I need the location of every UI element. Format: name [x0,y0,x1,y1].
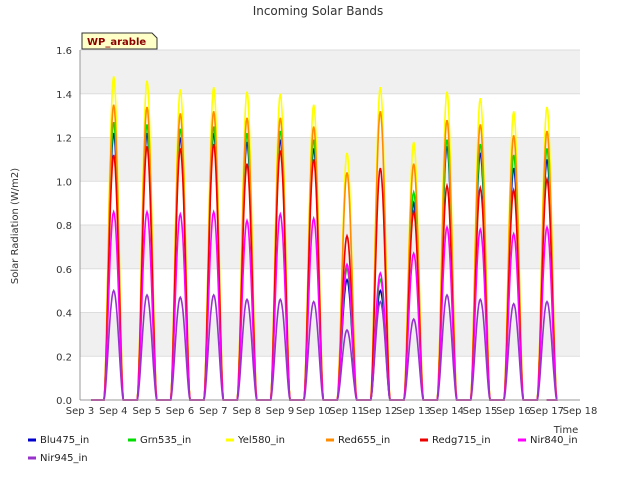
x-tick-label: Sep 17 [529,406,564,417]
site-label-box: WP_arable [81,32,158,50]
x-tick-label: Sep 4 [99,406,127,417]
legend-label: Grn535_in [140,435,191,446]
y-tick-label: 0.2 [56,352,72,363]
y-tick-label: 0.4 [56,309,72,320]
y-axis-label: Solar Radiation (W/m2) [10,168,21,284]
grid-band [80,225,580,269]
grid-lines [80,49,580,401]
legend-label: Blu475_in [40,435,89,446]
x-tick-label: Sep 8 [232,406,260,417]
x-axis-label: Time [553,425,578,436]
legend-label: Nir840_in [530,435,578,446]
legend: Blu475_in Grn535_in Yel580_in Red655_in Redg… [28,435,578,464]
legend-label: Yel580_in [237,435,285,446]
y-tick-label: 1.6 [56,46,72,57]
axes [79,50,580,401]
x-tick-label: Sep 15 [463,406,498,417]
y-tick-label: 0.8 [56,221,72,232]
y-tick-label: 1.2 [56,134,72,145]
legend-label: Redg715_in [432,435,491,446]
x-tick-label: Sep 14 [429,406,464,417]
x-tick-label: Sep 12 [363,406,398,417]
y-tick-label: 0.0 [56,396,72,407]
x-tick-label: Sep 6 [166,406,194,417]
legend-label: Nir945_in [40,453,88,464]
x-tick-label: Sep 16 [496,406,531,417]
legend-label: Red655_in [338,435,390,446]
grid-band [80,137,580,182]
grid-band [80,312,580,357]
y-tick-label: 1.0 [56,177,72,188]
site-label: WP_arable [87,37,146,48]
x-tick-labels: Sep 3 Sep 4 Sep 5 Sep 6 Sep 7 Sep 8 Sep 9 Sep 1… [66,406,598,417]
y-tick-labels: 0.0 0.2 0.4 0.6 0.8 1.0 1.2 1.4 1.6 [56,46,72,407]
chart-title: Incoming Solar Bands [253,4,384,18]
y-tick-label: 1.4 [56,90,72,101]
x-tick-label: Sep 3 [66,406,94,417]
x-tick-label: Sep 9 [266,406,294,417]
x-tick-label: Sep 5 [132,406,160,417]
x-tick-label: Sep 18 [563,406,598,417]
grid-band [80,50,580,94]
x-tick-label: Sep 10 [296,406,331,417]
x-tick-label: Sep 7 [199,406,227,417]
y-tick-label: 0.6 [56,265,72,276]
x-tick-label: Sep 13 [396,406,431,417]
x-tick-label: Sep 11 [329,406,364,417]
